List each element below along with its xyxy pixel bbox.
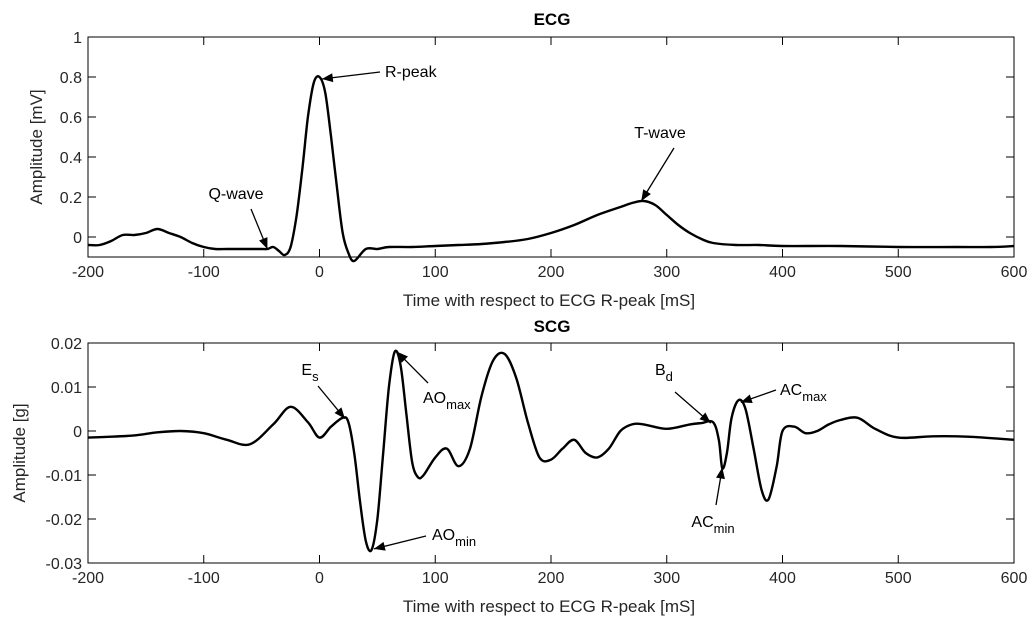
annotation-arrow-q-wave <box>250 208 269 250</box>
annotation-arrow-r-peak <box>321 71 381 83</box>
y-tick-label: 0.8 <box>60 70 82 87</box>
annotation-arrow-acmax <box>740 389 777 404</box>
x-tick-label: 100 <box>422 264 449 281</box>
ecg-title: ECG <box>534 10 571 29</box>
x-tick-label: 400 <box>769 570 796 587</box>
annotation-bd: Bd <box>655 362 673 384</box>
annotation-arrow-t-wave <box>640 147 675 202</box>
annotation-aomin: AOmin <box>432 527 476 549</box>
scg-ticks: -200 -100 0 100 200 300 400 500 600 -0.03 -0.02 -0.… <box>46 336 1028 587</box>
annotation-arrow-acmin <box>715 467 725 506</box>
ecg-axes-frame <box>87 36 1015 258</box>
scg-signal-line <box>87 349 1015 553</box>
y-tick-label: 0.02 <box>51 336 82 353</box>
ecg-ticks: -200 -100 0 100 200 300 400 500 600 0 0.2 0.4 0.6 0.8… <box>60 30 1028 281</box>
y-tick-label: -0.03 <box>46 556 83 573</box>
annotation-r-peak: R-peak <box>385 64 438 81</box>
scg-title: SCG <box>534 317 571 336</box>
ecg-y-axis-label: Amplitude [mV] <box>27 89 46 204</box>
y-tick-label: 0 <box>73 230 82 247</box>
x-tick-label: 600 <box>1001 570 1028 587</box>
x-tick-label: -200 <box>72 264 104 281</box>
x-tick-label: 400 <box>769 264 796 281</box>
x-tick-label: 600 <box>1001 264 1028 281</box>
x-tick-label: 300 <box>653 570 680 587</box>
scg-panel: SCG Amplitude [g] Time with respect to E… <box>10 317 1027 616</box>
x-tick-label: 300 <box>653 264 680 281</box>
x-tick-label: 200 <box>538 264 565 281</box>
y-tick-label: 0.6 <box>60 110 82 127</box>
y-tick-label: 0.4 <box>60 150 82 167</box>
annotation-arrow-bd <box>674 391 712 424</box>
x-tick-label: 0 <box>315 570 324 587</box>
x-tick-label: 200 <box>538 570 565 587</box>
annotation-q-wave: Q-wave <box>208 186 263 203</box>
scg-x-axis-label: Time with respect to ECG R-peak [mS] <box>403 597 695 616</box>
x-tick-label: 100 <box>422 570 449 587</box>
annotation-acmin: ACmin <box>691 514 734 536</box>
x-tick-label: -100 <box>188 264 220 281</box>
annotation-arrow-es <box>317 385 346 420</box>
x-tick-label: 500 <box>885 570 912 587</box>
y-tick-label: -0.01 <box>46 468 83 485</box>
y-tick-label: -0.02 <box>46 512 83 529</box>
x-tick-label: 0 <box>315 264 324 281</box>
ecg-panel: ECG Amplitude [mV] Time with respect to … <box>27 10 1027 310</box>
ecg-x-axis-label: Time with respect to ECG R-peak [mS] <box>403 291 695 310</box>
scg-y-axis-label: Amplitude [g] <box>10 403 29 502</box>
annotation-t-wave: T-wave <box>634 125 686 142</box>
scg-annotations: Es AOmax AOmin Bd ACmax ACmin <box>301 351 827 551</box>
scg-axes-frame <box>87 342 1015 564</box>
y-tick-label: 1 <box>73 30 82 47</box>
annotation-arrow-aomax <box>396 351 429 384</box>
annotation-acmax: ACmax <box>780 382 827 404</box>
y-tick-label: 0.01 <box>51 380 82 397</box>
y-tick-label: 0.2 <box>60 190 82 207</box>
x-tick-label: -100 <box>188 570 220 587</box>
x-tick-label: 500 <box>885 264 912 281</box>
annotation-arrow-aomin <box>373 535 427 551</box>
annotation-es: Es <box>301 362 319 384</box>
annotation-aomax: AOmax <box>423 390 471 412</box>
ecg-annotations: R-peak T-wave Q-wave <box>208 64 686 250</box>
x-tick-label: -200 <box>72 570 104 587</box>
y-tick-label: 0 <box>73 424 82 441</box>
ecg-signal-line <box>87 75 1015 263</box>
